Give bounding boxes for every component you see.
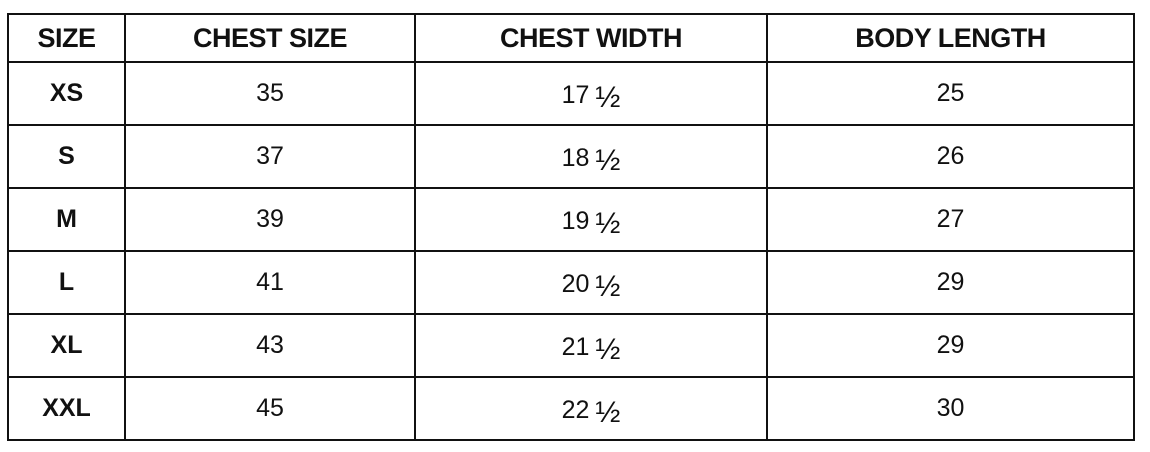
chest-width-whole: 17 [561,80,590,109]
body-length-cell: 29 [766,313,1135,378]
table-row: XXL 45 22 ½ 30 [7,376,1135,441]
chest-width-cell: 22 ½ [414,376,768,441]
chest-width-whole: 20 [561,269,590,298]
size-cell: S [7,124,126,189]
chest-width-whole: 18 [561,143,590,172]
size-cell: XL [7,313,126,378]
body-length-cell: 25 [766,61,1135,126]
body-length-cell: 26 [766,124,1135,189]
table-row: S 37 18 ½ 26 [7,124,1135,189]
chest-width-cell: 17 ½ [414,61,768,126]
chest-width-fraction: ½ [595,332,621,366]
table-row: XL 43 21 ½ 29 [7,313,1135,378]
body-length-cell: 29 [766,250,1135,315]
header-size: SIZE [7,13,126,63]
chest-size-cell: 37 [124,124,416,189]
chest-width-whole: 19 [561,206,590,235]
header-chest-width: CHEST WIDTH [414,13,768,63]
chest-size-cell: 35 [124,61,416,126]
size-cell: M [7,187,126,252]
chest-width-cell: 21 ½ [414,313,768,378]
chest-width-fraction: ½ [595,206,621,240]
table-row: M 39 19 ½ 27 [7,187,1135,252]
chest-width-whole: 21 [561,332,590,361]
size-chart-table: SIZE CHEST SIZE CHEST WIDTH BODY LENGTH … [7,13,1135,441]
chest-width-fraction: ½ [595,80,621,114]
chest-size-cell: 41 [124,250,416,315]
body-length-cell: 30 [766,376,1135,441]
size-cell: L [7,250,126,315]
header-row: SIZE CHEST SIZE CHEST WIDTH BODY LENGTH [7,13,1135,63]
chest-width-cell: 18 ½ [414,124,768,189]
header-chest-size: CHEST SIZE [124,13,416,63]
chest-size-cell: 39 [124,187,416,252]
header-body-length: BODY LENGTH [766,13,1135,63]
chest-size-cell: 45 [124,376,416,441]
chest-width-cell: 20 ½ [414,250,768,315]
chest-width-fraction: ½ [595,395,621,429]
size-cell: XS [7,61,126,126]
table-row: XS 35 17 ½ 25 [7,61,1135,126]
chest-width-fraction: ½ [595,269,621,303]
chest-width-fraction: ½ [595,143,621,177]
chest-width-cell: 19 ½ [414,187,768,252]
chest-size-cell: 43 [124,313,416,378]
body-length-cell: 27 [766,187,1135,252]
size-cell: XXL [7,376,126,441]
table-row: L 41 20 ½ 29 [7,250,1135,315]
chest-width-whole: 22 [561,395,590,424]
